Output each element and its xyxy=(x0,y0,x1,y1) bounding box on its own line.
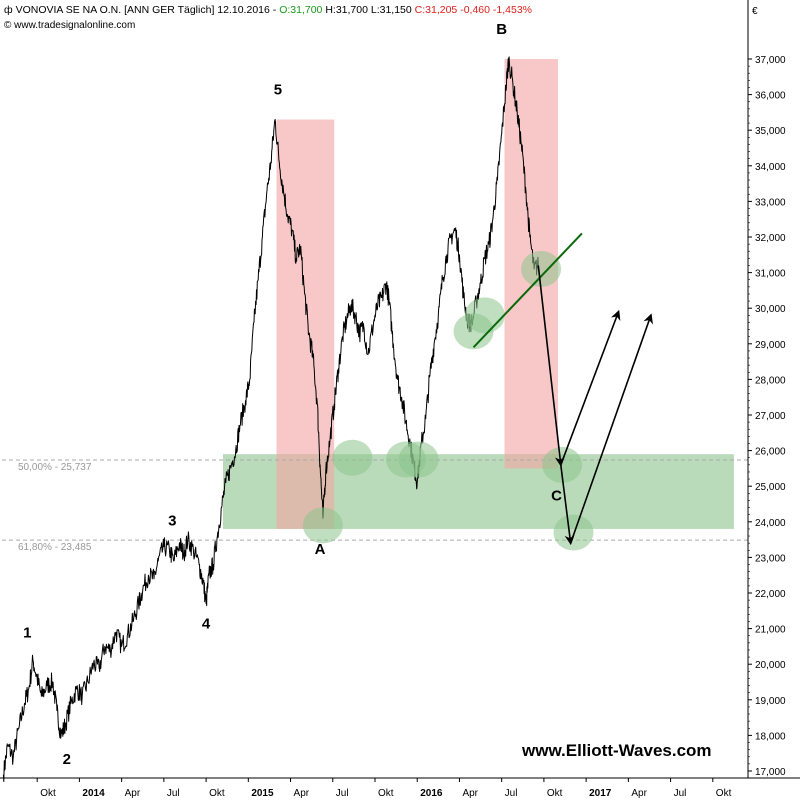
price-line xyxy=(2,56,539,782)
wave-label-5: 5 xyxy=(274,82,282,99)
x-tick-label-12: Okt xyxy=(547,788,563,799)
header-name: VONOVIA SE NA O.N. [ANN GER xyxy=(15,4,175,16)
wave-label-3: 3 xyxy=(168,512,176,529)
chart-header: ф VONOVIA SE NA O.N. [ANN GER Täglich] 1… xyxy=(4,4,533,16)
wave-label-2: 2 xyxy=(63,751,71,768)
lines-layer xyxy=(472,232,653,546)
x-tick-label-13: 2017 xyxy=(589,788,612,799)
x-tick-label-9: 2016 xyxy=(420,788,443,799)
x-tick-label-14: Apr xyxy=(631,788,647,799)
x-tick-label-8: Okt xyxy=(378,788,394,799)
y-tick-label-8: 25,000 xyxy=(755,482,786,493)
highlight-circle-1 xyxy=(302,507,343,544)
highlight-circle-6 xyxy=(464,297,505,334)
y-tick-label-11: 28,000 xyxy=(755,375,786,386)
price-layer xyxy=(2,56,539,782)
wave-label-1: 1 xyxy=(23,625,31,642)
projection-arrow-2 xyxy=(560,309,621,466)
y-tick-label-7: 24,000 xyxy=(755,518,786,529)
y-tick-label-5: 22,000 xyxy=(755,589,786,600)
header-close: C:31,205 xyxy=(414,4,458,16)
x-tick-label-7: Jul xyxy=(336,788,349,799)
highlight-circle-4 xyxy=(398,441,439,478)
wave-label-C: C xyxy=(551,487,562,504)
x-tick-label-11: Jul xyxy=(505,788,518,799)
x-tick-label-15: Jul xyxy=(674,788,687,799)
x-tick-label-2: Apr xyxy=(125,788,141,799)
x-tick-label-5: 2015 xyxy=(251,788,274,799)
y-tick-label-3: 20,000 xyxy=(755,660,786,671)
header-high: H:31,700 xyxy=(325,4,368,16)
circles-layer xyxy=(302,251,594,551)
x-tick-label-0: Okt xyxy=(40,788,56,799)
highlight-circle-9 xyxy=(553,514,594,551)
wave-label-4: 4 xyxy=(202,616,211,633)
x-tick-label-4: Okt xyxy=(209,788,225,799)
y-tick-label-0: 17,000 xyxy=(755,767,786,778)
y-tick-label-15: 32,000 xyxy=(755,233,786,244)
y-tick-label-14: 31,000 xyxy=(755,269,786,280)
y-tick-label-16: 33,000 xyxy=(755,197,786,208)
projection-arrow-4 xyxy=(569,313,653,544)
y-tick-label-19: 36,000 xyxy=(755,91,786,102)
projection-arrow-3 xyxy=(560,464,575,546)
y-tick-label-10: 27,000 xyxy=(755,411,786,422)
y-tick-label-13: 30,000 xyxy=(755,304,786,315)
header-date: 12.10.2016 xyxy=(217,4,270,16)
y-tick-label-6: 23,000 xyxy=(755,553,786,564)
wave-label-B: B xyxy=(496,21,507,38)
y-tick-label-9: 26,000 xyxy=(755,447,786,458)
x-tick-label-10: Apr xyxy=(462,788,478,799)
header-icon: ф xyxy=(4,4,13,16)
header-low: L:31,150 xyxy=(370,4,412,16)
header-change: -0,460 xyxy=(460,4,490,16)
header-open: O:31,700 xyxy=(279,4,323,16)
y-tick-label-17: 34,000 xyxy=(755,162,786,173)
y-tick-label-1: 18,000 xyxy=(755,731,786,742)
x-tick-label-1: 2014 xyxy=(82,788,105,799)
y-tick-label-4: 21,000 xyxy=(755,625,786,636)
red-zone-1 xyxy=(276,119,335,529)
currency-label: € xyxy=(752,6,758,17)
header-period: Täglich] xyxy=(177,4,215,16)
highlight-circle-2 xyxy=(332,439,373,476)
y-tick-label-12: 29,000 xyxy=(755,340,786,351)
y-tick-label-2: 19,000 xyxy=(755,696,786,707)
x-tick-label-6: Apr xyxy=(294,788,310,799)
header-change-pct: -1,453% xyxy=(492,4,533,16)
watermark: www.Elliott-Waves.com xyxy=(522,741,712,760)
fib-layer: 50,00% - 25,737 61,80% - 23,485 xyxy=(2,459,748,553)
y-tick-label-20: 37,000 xyxy=(755,55,786,66)
wave-label-A: A xyxy=(315,541,326,558)
source-credit: © www.tradesignalonline.com xyxy=(4,20,136,31)
fib-label-2: 61,80% - 23,485 xyxy=(18,542,92,553)
y-tick-label-18: 35,000 xyxy=(755,126,786,137)
trendline xyxy=(472,232,583,349)
highlight-circle-7 xyxy=(521,251,562,288)
fib-label-1: 50,00% - 25,737 xyxy=(18,462,92,473)
labels-layer: 1 2 3 4 5 A B C xyxy=(23,21,562,768)
projection-arrow-1 xyxy=(537,265,565,467)
x-tick-label-16: Okt xyxy=(716,788,732,799)
x-tick-label-3: Jul xyxy=(167,788,180,799)
